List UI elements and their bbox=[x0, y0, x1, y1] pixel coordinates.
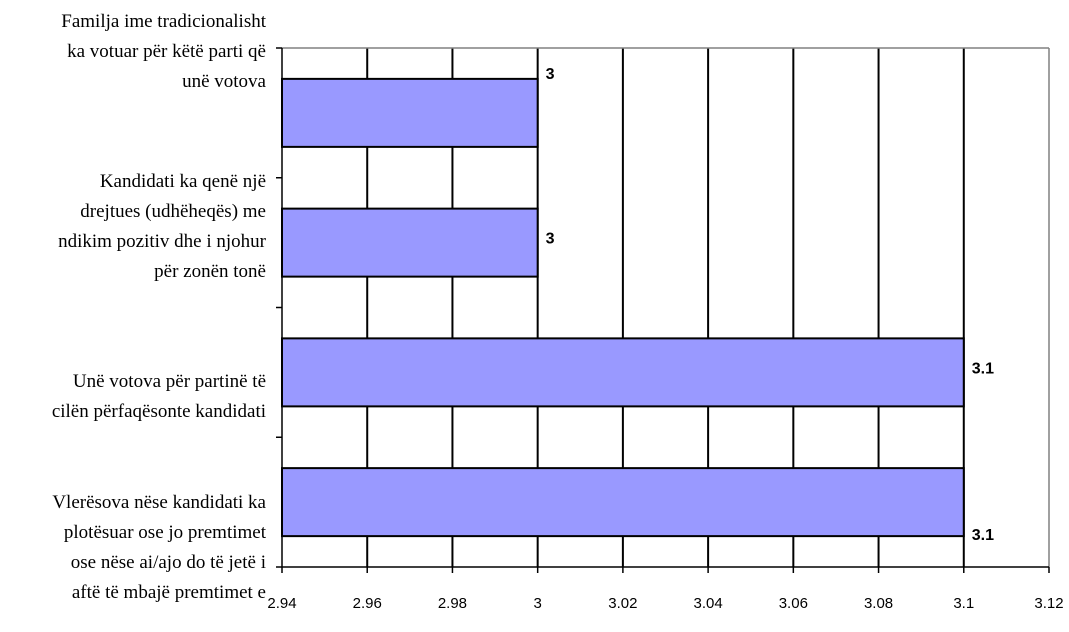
x-tick-label: 3 bbox=[533, 595, 541, 612]
x-tick-label: 3.02 bbox=[608, 595, 637, 612]
category-label-line: ndikim pozitiv dhe i njohur bbox=[58, 231, 267, 252]
category-label: Vlerësova nëse kandidati ka plotësuar ose… bbox=[52, 492, 266, 603]
x-tick-label: 3.1 bbox=[953, 595, 974, 612]
x-tick-label: 2.94 bbox=[267, 595, 296, 612]
x-tick-label: 3.08 bbox=[864, 595, 893, 612]
category-label-line: cilën përfaqësonte kandidati bbox=[52, 401, 266, 422]
category-label-line: për zonën tonë bbox=[154, 261, 266, 282]
category-label-line: unë votova bbox=[182, 71, 266, 92]
category-label-line: Vlerësova nëse kandidati ka bbox=[52, 492, 266, 513]
data-label: 3 bbox=[546, 66, 555, 83]
bar bbox=[281, 77, 539, 148]
bar bbox=[281, 467, 965, 538]
data-label: 3.1 bbox=[972, 527, 994, 544]
category-label-line: Familja ime tradicionalisht bbox=[61, 11, 266, 32]
category-label-line: plotësuar ose jo premtimet bbox=[64, 522, 267, 543]
x-tick-label: 3.04 bbox=[694, 595, 723, 612]
category-label-line: ose nëse ai/ajo do të jetë i bbox=[71, 552, 266, 573]
category-label-line: ka votuar për këtë parti që bbox=[67, 41, 266, 62]
data-label: 3 bbox=[546, 231, 555, 248]
category-label-line: Unë votova për partinë të bbox=[73, 371, 266, 392]
category-label: Familja ime tradicionalisht ka votuar për… bbox=[61, 11, 266, 92]
data-label: 3.1 bbox=[972, 360, 994, 377]
category-label-line: Kandidati ka qenë një bbox=[100, 171, 266, 192]
category-label: Kandidati ka qenë një drejtues (udhëheqës… bbox=[58, 171, 267, 282]
x-tick-label: 2.96 bbox=[353, 595, 382, 612]
x-tick-label: 3.12 bbox=[1034, 595, 1063, 612]
bar bbox=[281, 337, 965, 408]
bar bbox=[281, 207, 539, 278]
category-label: Unë votova për partinë të cilën përfaqëso… bbox=[52, 371, 266, 422]
category-label-line: drejtues (udhëheqës) me bbox=[80, 201, 266, 222]
category-label-line: aftë të mbajë premtimet e bbox=[72, 582, 266, 603]
x-tick-label: 2.98 bbox=[438, 595, 467, 612]
x-tick-label: 3.06 bbox=[779, 595, 808, 612]
